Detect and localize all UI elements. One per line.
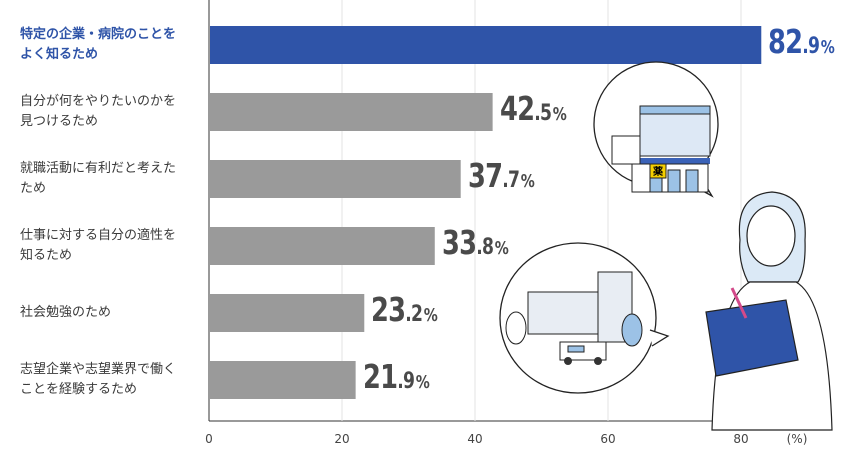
data-label: 23.2% (371, 290, 438, 329)
category-label: 自分が何をやりたいのかを 見つけるため (20, 94, 177, 129)
data-label-unit: % (520, 171, 534, 192)
data-label-dec: .2 (405, 302, 424, 327)
data-label-int: 82 (768, 22, 803, 61)
data-label-unit: % (494, 238, 509, 259)
woman-with-notebook-icon (705, 191, 833, 431)
data-label-int: 23 (371, 290, 406, 329)
bar (210, 361, 356, 399)
category-label: 就職活動に有利だと考えた ため (20, 161, 177, 196)
category-label: 社会勉強のため (20, 305, 112, 320)
bar (210, 294, 365, 332)
pharmacy-building-icon: 薬 (593, 61, 719, 198)
category-label: 志望企業や志望業界で働く ことを経験するため (20, 362, 177, 397)
data-label: 42.5% (499, 89, 567, 128)
x-tick-label: 0 (205, 432, 213, 446)
data-label: 33.8% (441, 223, 509, 262)
category-label: 特定の企業・病院のことを よく知るため (20, 27, 177, 62)
x-tick-label: 60 (600, 432, 615, 446)
data-label-unit: % (424, 305, 438, 326)
x-tick-label: 40 (467, 432, 482, 446)
data-label-dec: .5 (533, 101, 552, 126)
bar (210, 93, 493, 131)
bar (210, 160, 461, 198)
data-label-dec: .9 (802, 34, 821, 59)
data-label-dec: .8 (476, 235, 494, 260)
svg-text:薬: 薬 (652, 165, 664, 178)
x-tick-label: 20 (334, 432, 349, 446)
data-label-unit: % (415, 372, 429, 393)
data-label-unit: % (552, 104, 566, 125)
category-label: 仕事に対する自分の適性を 知るため (20, 228, 177, 263)
data-label-int: 42 (499, 89, 535, 128)
data-label-dec: .7 (501, 168, 520, 193)
hospital-ambulance-icon (499, 242, 670, 394)
data-label-int: 21 (362, 357, 398, 396)
data-label-unit: % (821, 37, 835, 58)
x-axis-unit: (%) (787, 432, 808, 446)
data-label-int: 37 (467, 156, 503, 195)
data-label: 21.9% (362, 357, 430, 396)
bar (210, 227, 435, 265)
bar (210, 26, 762, 64)
data-label: 82.9% (768, 22, 835, 61)
data-label-dec: .9 (396, 369, 415, 394)
data-label-int: 33 (441, 223, 477, 262)
x-tick-label: 80 (733, 432, 748, 446)
data-label: 37.7% (467, 156, 535, 195)
